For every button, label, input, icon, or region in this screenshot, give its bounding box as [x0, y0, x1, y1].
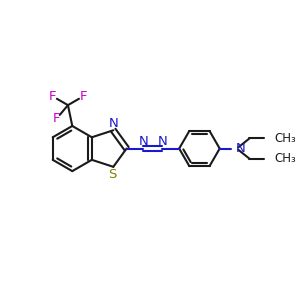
Text: F: F: [80, 90, 87, 103]
Text: CH₃: CH₃: [274, 132, 296, 145]
Text: N: N: [158, 135, 167, 148]
Text: S: S: [109, 167, 117, 181]
Text: CH₃: CH₃: [274, 152, 296, 165]
Text: N: N: [109, 117, 119, 130]
Text: N: N: [139, 135, 149, 148]
Text: F: F: [49, 90, 56, 103]
Text: F: F: [53, 112, 60, 125]
Text: N: N: [235, 142, 245, 155]
